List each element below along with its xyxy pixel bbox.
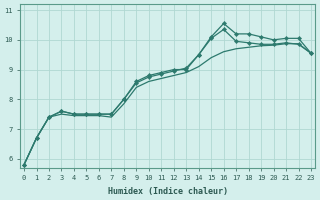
X-axis label: Humidex (Indice chaleur): Humidex (Indice chaleur)	[108, 187, 228, 196]
